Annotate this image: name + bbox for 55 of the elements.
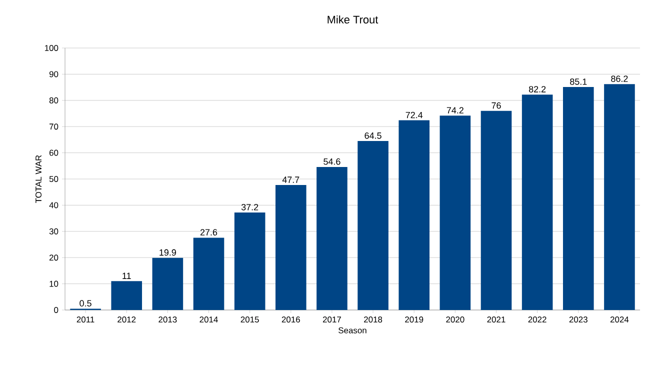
data-label: 76 [492, 102, 501, 109]
bar [193, 238, 224, 310]
x-tick-label: 2012 [118, 316, 136, 323]
bar [398, 120, 430, 310]
data-label: 72.4 [406, 112, 423, 118]
x-tick-label: 2017 [322, 316, 341, 323]
bar [234, 212, 266, 310]
y-tick-label: 30 [49, 228, 58, 234]
x-tick-label: 2016 [282, 316, 300, 323]
y-axis-title: TOTAL WAR [36, 155, 42, 203]
data-label: 85.1 [570, 78, 587, 85]
x-axis-title: Season [338, 327, 366, 334]
x-tick-label: 2019 [405, 316, 424, 323]
data-label: 82.2 [528, 86, 546, 92]
x-tick-label: 2015 [240, 316, 259, 323]
y-tick-label: 40 [49, 202, 58, 208]
bar [275, 185, 306, 310]
data-label: 27.6 [200, 229, 218, 236]
y-tick-label: 10 [50, 280, 58, 287]
data-label: 47.7 [282, 176, 300, 183]
data-label: 19.9 [160, 249, 176, 256]
x-tick-label: 2024 [610, 316, 629, 323]
data-label: 86.2 [611, 76, 628, 82]
bar [440, 116, 471, 310]
bar [152, 258, 184, 310]
y-tick-label: 20 [49, 254, 58, 261]
x-tick-label: 2018 [364, 316, 382, 323]
bar [316, 166, 348, 310]
data-label: 11 [122, 272, 131, 279]
chart-title: Mike Trout [328, 15, 378, 24]
bar [358, 141, 388, 310]
bar [480, 110, 512, 310]
y-tick-label: 50 [49, 176, 58, 182]
data-label: 37.2 [241, 204, 258, 210]
x-tick-label: 2014 [200, 316, 218, 323]
x-tick-label: 2011 [76, 316, 94, 323]
y-tick-label: 70 [50, 124, 58, 130]
y-tick-label: 0 [54, 307, 58, 313]
bar [522, 94, 553, 310]
bar [604, 84, 635, 310]
x-tick-label: 2022 [528, 316, 546, 323]
x-tick-label: 2021 [487, 316, 506, 323]
y-tick-label: 80 [49, 97, 58, 104]
bar [562, 87, 594, 310]
bar [111, 281, 142, 310]
data-label: 0.5 [80, 300, 92, 306]
data-label: 54.6 [324, 158, 340, 165]
data-label: 64.5 [364, 132, 382, 139]
y-tick-label: 60 [50, 150, 58, 156]
y-tick-label: 90 [49, 71, 58, 78]
data-label: 74.2 [446, 107, 464, 114]
x-tick-label: 2023 [569, 316, 588, 323]
x-tick-label: 2013 [158, 316, 177, 323]
x-tick-label: 2020 [446, 316, 464, 323]
y-tick-label: 100 [44, 45, 58, 51]
